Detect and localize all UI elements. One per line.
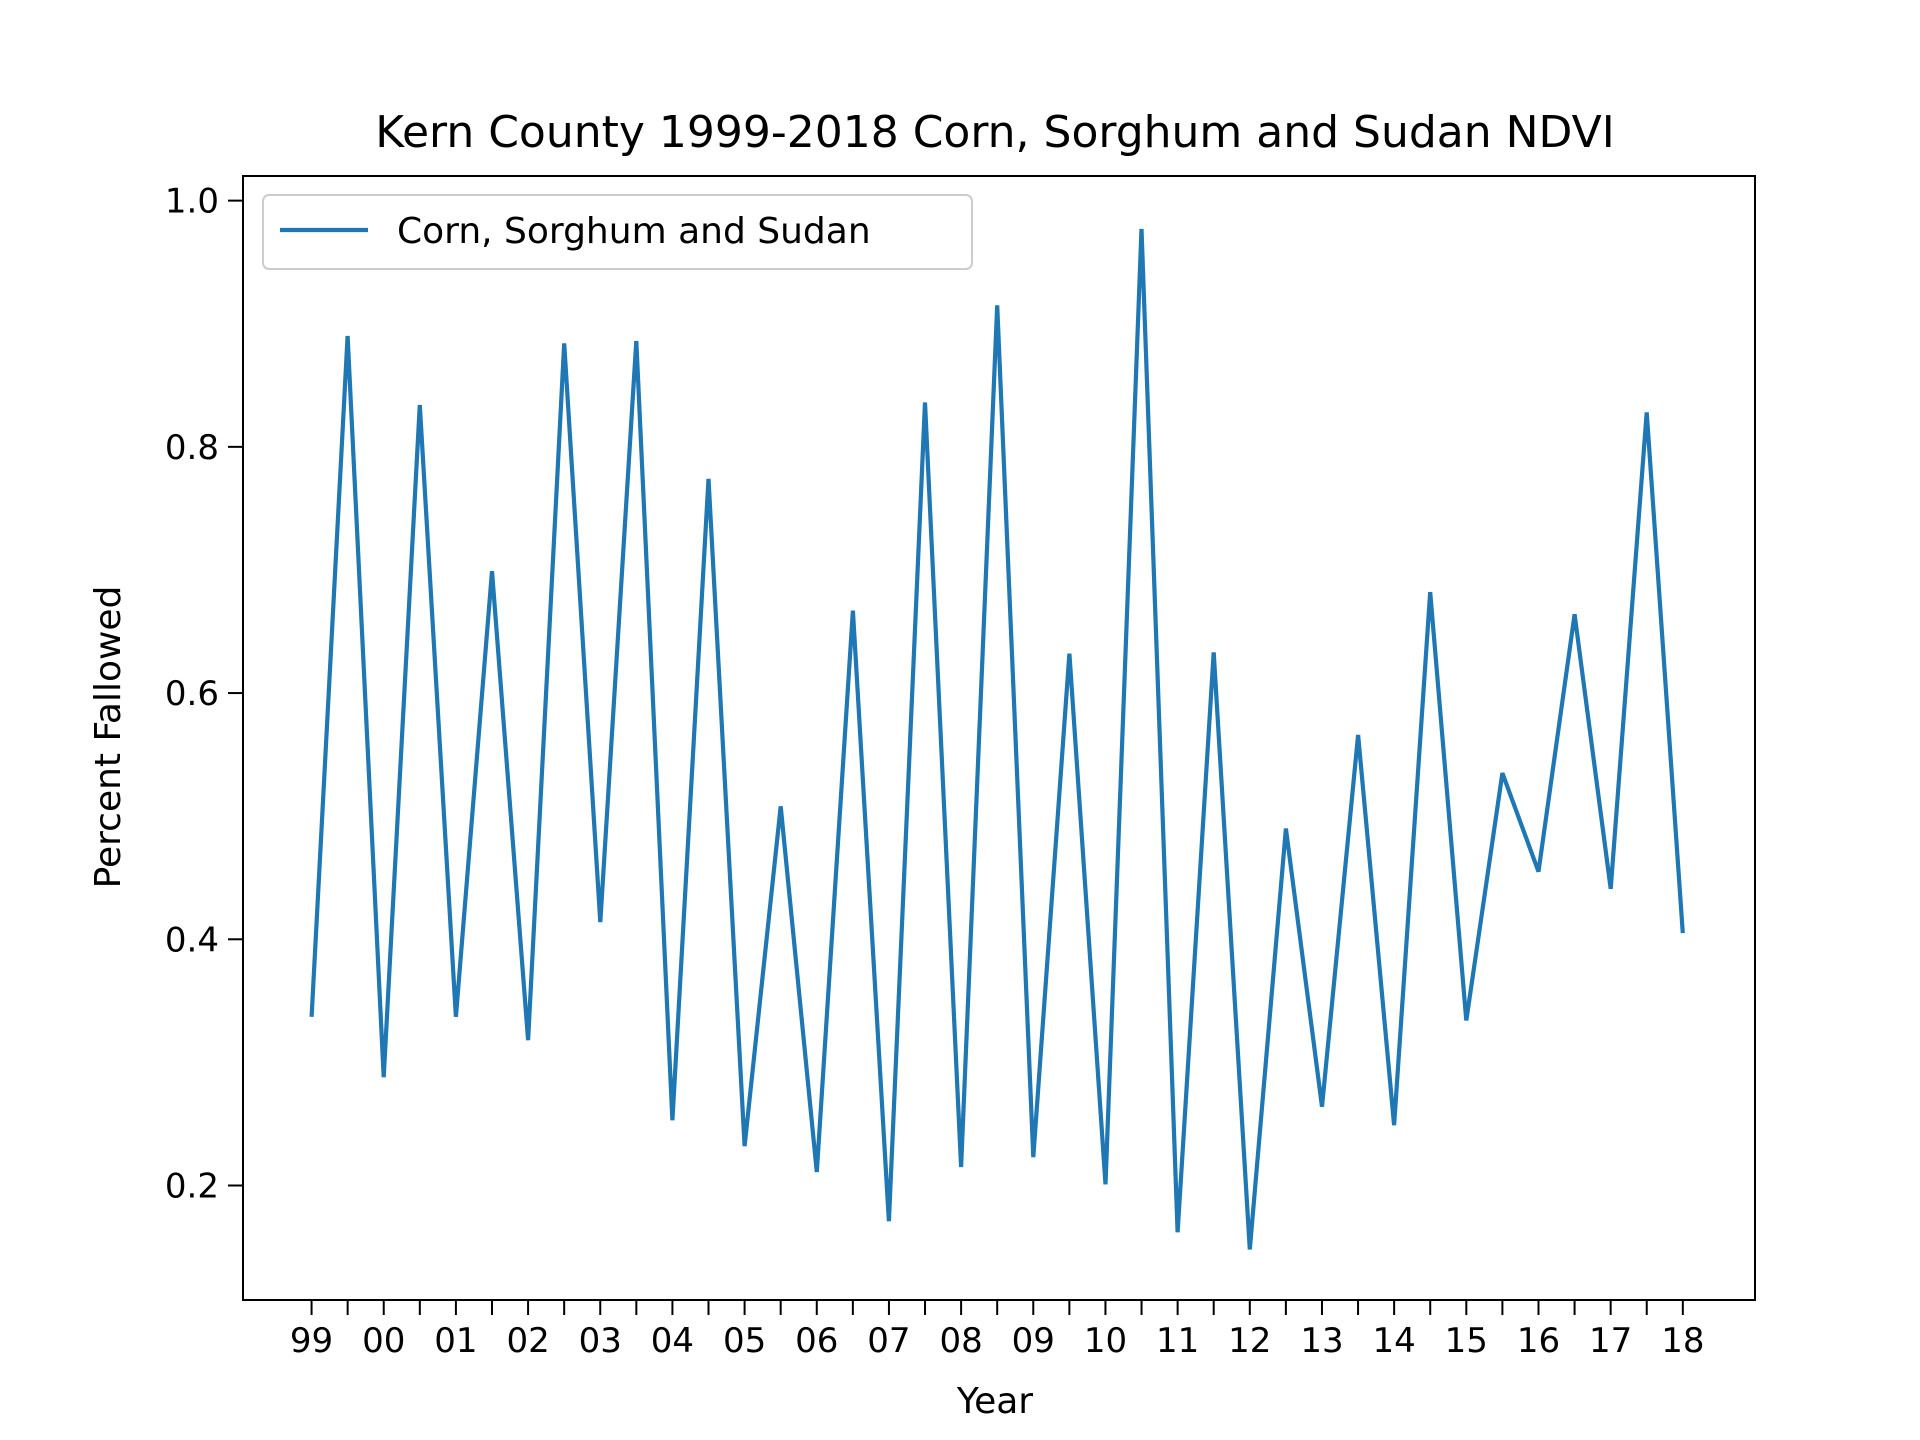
x-tick-label: 05 — [723, 1321, 766, 1361]
plot-area: 99 00 01 02 03 04 05 06 07 08 09 10 11 12 13 14 15 16 17 18… — [165, 175, 1756, 1361]
x-tick-label: 12 — [1228, 1321, 1271, 1361]
x-tick-label: 08 — [939, 1321, 982, 1361]
legend-label: Corn, Sorghum and Sudan — [397, 211, 871, 252]
x-tick-label: 10 — [1084, 1321, 1127, 1361]
x-tick-label: 15 — [1445, 1321, 1488, 1361]
y-tick-label: 0.6 — [165, 674, 219, 714]
x-tick-label: 18 — [1661, 1321, 1704, 1361]
series-line-0 — [309, 228, 1685, 1250]
x-tick-label: 02 — [506, 1321, 549, 1361]
x-tick-label: 99 — [290, 1321, 333, 1361]
x-tick-label: 01 — [434, 1321, 477, 1361]
chart-title: Kern County 1999-2018 Corn, Sorghum and … — [375, 107, 1614, 158]
y-tick-label: 0.8 — [165, 428, 219, 468]
x-tick-label: 07 — [867, 1321, 910, 1361]
x-tick-label: 11 — [1156, 1321, 1199, 1361]
x-tick-label: 16 — [1517, 1321, 1560, 1361]
y-axis-label: Percent Fallowed — [88, 586, 129, 889]
x-tick-label: 06 — [795, 1321, 838, 1361]
x-axis-label: Year — [956, 1381, 1033, 1422]
x-tick-label: 03 — [579, 1321, 622, 1361]
y-tick-label: 1.0 — [165, 182, 219, 222]
y-tick-label: 0.4 — [165, 920, 219, 960]
x-tick-label: 13 — [1300, 1321, 1343, 1361]
x-tick-label: 17 — [1589, 1321, 1632, 1361]
axes-frame — [242, 175, 1756, 1301]
x-tick-label: 14 — [1373, 1321, 1416, 1361]
x-tick-label: 09 — [1012, 1321, 1055, 1361]
y-tick-label: 0.2 — [165, 1167, 219, 1207]
legend-box — [262, 194, 973, 270]
x-tick-label: 00 — [362, 1321, 405, 1361]
x-tick-label: 04 — [651, 1321, 694, 1361]
